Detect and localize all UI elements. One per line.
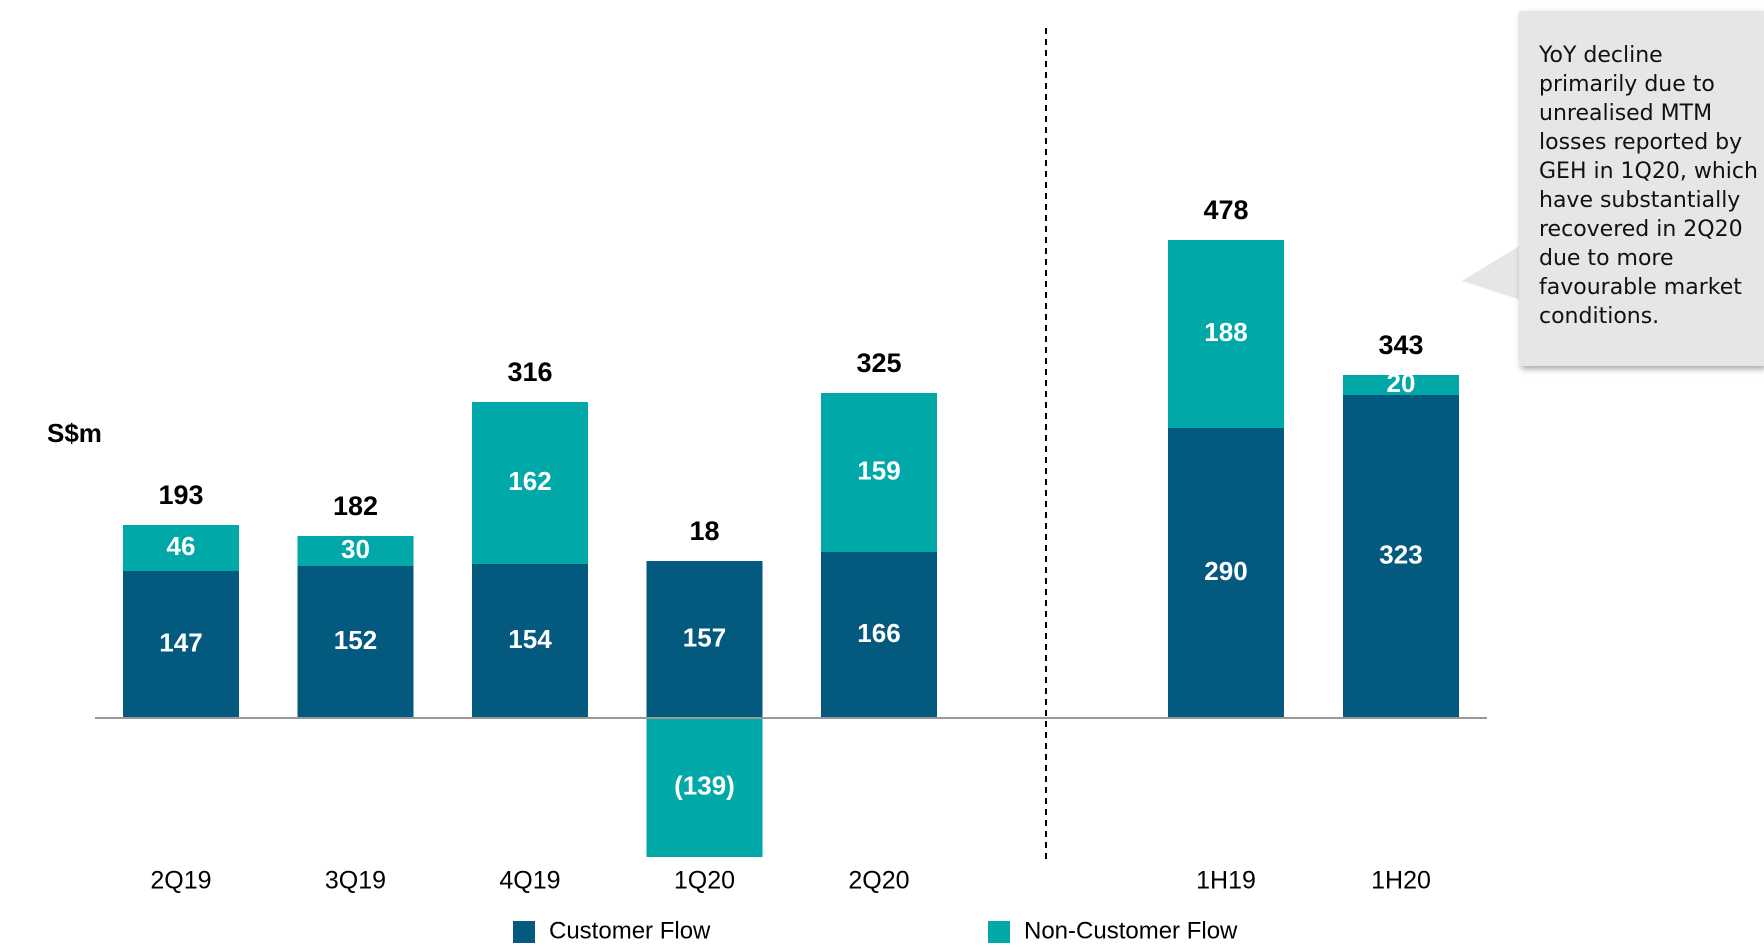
legend-label: Non-Customer Flow [1024, 917, 1238, 944]
bar-segment [472, 564, 588, 718]
bar-segment [472, 402, 588, 564]
total-label: 18 [689, 516, 719, 546]
bar-segment [821, 552, 937, 718]
x-tick-label: 1Q20 [674, 867, 735, 895]
bar-segment [297, 536, 414, 566]
value-label: 157 [683, 622, 726, 652]
value-label: (139) [674, 770, 735, 800]
bar-segment [123, 571, 239, 718]
value-label: 46 [167, 531, 196, 561]
x-tick-label: 2Q20 [848, 867, 909, 895]
bar-segment [646, 561, 763, 718]
value-label: 159 [857, 455, 900, 485]
legend-label: Customer Flow [549, 917, 711, 944]
value-label: 154 [508, 624, 552, 654]
x-tick-label: 3Q19 [325, 867, 386, 895]
bar-segment [1343, 375, 1459, 395]
bar-segment [1343, 395, 1459, 718]
bar-segment [821, 393, 937, 552]
value-label: 147 [159, 627, 202, 657]
y-axis-label: S$m [47, 418, 102, 448]
annotation: YoY decline primarily due to unrealised … [1519, 11, 1764, 366]
total-label: 182 [333, 491, 378, 521]
bar-segment [1168, 428, 1284, 718]
bar-segment [297, 566, 414, 718]
value-label: 188 [1204, 317, 1247, 347]
legend-swatch [988, 921, 1010, 943]
x-tick-label: 1H20 [1371, 867, 1431, 895]
value-label: 162 [508, 466, 551, 496]
bar-segment [1168, 240, 1284, 428]
callout-pointer [1462, 245, 1521, 300]
legend-swatch [513, 921, 535, 943]
x-tick-label: 4Q19 [499, 867, 560, 895]
value-label: 152 [334, 625, 377, 655]
value-label: 30 [341, 534, 370, 564]
value-label: 290 [1204, 556, 1247, 586]
value-label: 323 [1379, 539, 1422, 569]
bar-segment [123, 525, 239, 571]
total-label: 343 [1378, 330, 1423, 360]
total-label: 478 [1203, 195, 1248, 225]
x-tick-label: 2Q19 [150, 867, 211, 895]
total-label: 316 [507, 357, 552, 387]
total-label: 193 [158, 480, 203, 510]
bar-segment [646, 718, 763, 857]
x-tick-label: 1H19 [1196, 867, 1256, 895]
value-label: 20 [1387, 368, 1416, 398]
value-label: 166 [857, 618, 900, 648]
total-label: 325 [856, 348, 901, 378]
